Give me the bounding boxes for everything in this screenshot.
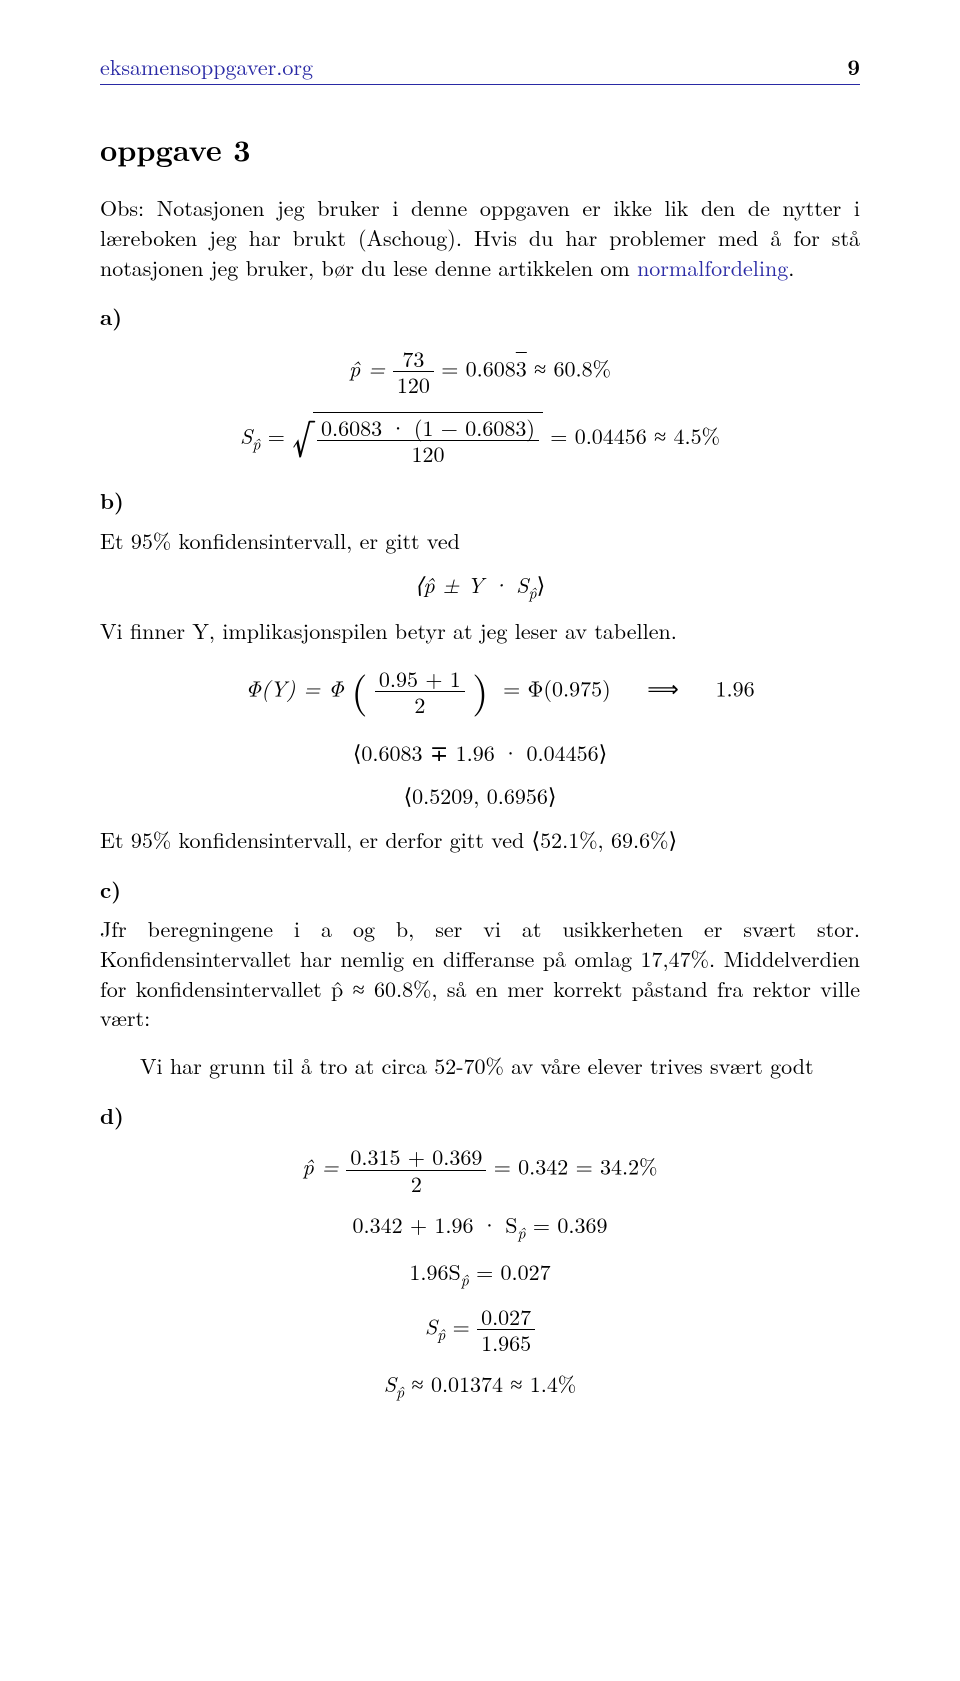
a-eq1-den: 120 bbox=[393, 372, 434, 397]
d-eq1-rhs: = 0.342 = 34.2% bbox=[494, 1151, 658, 1182]
page-header: eksamensoppgaver.org 9 bbox=[100, 52, 860, 85]
part-a-eq1: p̂ = 73 120 = 0.6083 ≈ 60.8% bbox=[100, 346, 860, 398]
b-eq3: ⟨0.6083 ∓ 1.96 · 0.04456⟩ bbox=[100, 738, 860, 768]
d-eq2-rhs: = 0.369 bbox=[526, 1209, 608, 1240]
d-eq3-body: 1.96S bbox=[409, 1256, 460, 1287]
d-eq4-mid: = bbox=[445, 1310, 477, 1341]
a-eq2-rhs: = 0.04456 ≈ 4.5% bbox=[550, 420, 720, 451]
a-eq1-lhs: p̂ = bbox=[349, 352, 393, 383]
oppgave-title: oppgave 3 bbox=[100, 129, 860, 170]
rparen-icon: ) bbox=[472, 660, 488, 719]
part-a-label: a) bbox=[100, 302, 860, 332]
b-eq3-body: ⟨0.6083 ∓ 1.96 · 0.04456⟩ bbox=[100, 738, 860, 768]
d-eq4-num: 0.027 bbox=[477, 1304, 535, 1330]
b-eq2: Φ(Y) = Φ ( 0.95 + 1 2 ) = Φ(0.975) ⟹ 1.9… bbox=[100, 660, 860, 724]
b-eq4-body: ⟨0.5209, 0.6956⟩ bbox=[100, 781, 860, 811]
a-eq2-mid: = bbox=[260, 420, 292, 451]
c-para: Jfr beregningene i a og b, ser vi at usi… bbox=[100, 914, 860, 1033]
b-eq1-end: ⟩ bbox=[537, 569, 546, 600]
lparen-icon: ( bbox=[351, 660, 367, 719]
part-d-label: d) bbox=[100, 1101, 860, 1131]
d-eq4-den: 1.965 bbox=[477, 1330, 535, 1355]
d-eq4-lhs: S bbox=[425, 1310, 437, 1341]
a-eq1-rhs: = 0.608 bbox=[441, 352, 516, 383]
d-eq3-rhs: = 0.027 bbox=[469, 1256, 551, 1287]
intro-paragraph: Obs: Notasjonen jeg bruker i denne oppga… bbox=[100, 193, 860, 282]
a-eq2-lhs: S bbox=[240, 420, 252, 451]
b-eq1: ⟨p̂ ± Y · Sp̂⟩ bbox=[100, 570, 860, 603]
b-line2: Vi finner Y, implikasjonspilen betyr at … bbox=[100, 616, 860, 646]
part-b-label: b) bbox=[100, 486, 860, 516]
b-eq2-rhs: = Φ(0.975) ⟹ 1.96 bbox=[496, 672, 755, 703]
d-eq1-lhs: p̂ = bbox=[303, 1151, 347, 1182]
b-eq2-frac: 0.95 + 1 2 bbox=[375, 666, 465, 718]
d-eq2-sub: p̂ bbox=[518, 1220, 526, 1243]
b-eq2-den: 2 bbox=[375, 692, 465, 717]
d-eq3-sub: p̂ bbox=[461, 1267, 469, 1290]
d-eq2: 0.342 + 1.96 · Sp̂ = 0.369 bbox=[100, 1210, 860, 1243]
d-eq4-frac: 0.027 1.965 bbox=[477, 1304, 535, 1356]
b-eq2-lhs: Φ(Y) = Φ bbox=[245, 672, 343, 703]
b-eq1-body: ⟨p̂ ± Y · S bbox=[415, 569, 529, 600]
d-eq5-lhs: S bbox=[384, 1368, 396, 1399]
part-c-label: c) bbox=[100, 875, 860, 905]
d-eq4: Sp̂ = 0.027 1.965 bbox=[100, 1304, 860, 1356]
normalfordeling-link[interactable]: normalfordeling bbox=[637, 252, 788, 283]
d-eq5: Sp̂ ≈ 0.01374 ≈ 1.4% bbox=[100, 1369, 860, 1402]
part-a-eq2: Sp̂ = √ 0.6083 · (1 − 0.6083) 120 = 0.04… bbox=[100, 412, 860, 467]
b-eq1-sub: p̂ bbox=[529, 580, 537, 603]
b-line1: Et 95% konfidensintervall, er gitt ved bbox=[100, 526, 860, 556]
d-eq1-num: 0.315 + 0.369 bbox=[346, 1144, 486, 1170]
d-eq1-den: 2 bbox=[346, 1171, 486, 1196]
a-eq2-sqrt-den: 120 bbox=[317, 441, 539, 466]
d-eq5-rhs: ≈ 0.01374 ≈ 1.4% bbox=[404, 1368, 576, 1399]
a-eq1-frac: 73 120 bbox=[393, 346, 434, 398]
sqrt-icon: √ bbox=[292, 416, 313, 471]
page: eksamensoppgaver.org 9 oppgave 3 Obs: No… bbox=[0, 0, 960, 1476]
site-link[interactable]: eksamensoppgaver.org bbox=[100, 52, 313, 82]
c-quote: Vi har grunn til å tro at circa 52-70% a… bbox=[140, 1051, 860, 1081]
d-eq2-body: 0.342 + 1.96 · S bbox=[353, 1209, 518, 1240]
d-eq1-frac: 0.315 + 0.369 2 bbox=[346, 1144, 486, 1196]
a-eq2-sqrt-num: 0.6083 · (1 − 0.6083) bbox=[317, 415, 539, 441]
intro-text-after: . bbox=[788, 252, 794, 283]
d-eq1: p̂ = 0.315 + 0.369 2 = 0.342 = 34.2% bbox=[100, 1144, 860, 1196]
a-eq1-bar: 3 bbox=[516, 352, 527, 383]
a-eq2-sqrt: √ 0.6083 · (1 − 0.6083) 120 bbox=[292, 412, 543, 467]
b-eq4: ⟨0.5209, 0.6956⟩ bbox=[100, 781, 860, 811]
b-line3: Et 95% konfidensintervall, er derfor git… bbox=[100, 825, 860, 855]
d-eq3: 1.96Sp̂ = 0.027 bbox=[100, 1257, 860, 1290]
d-eq5-sub: p̂ bbox=[396, 1380, 404, 1403]
a-eq1-approx: ≈ 60.8% bbox=[527, 352, 611, 383]
page-number: 9 bbox=[847, 52, 860, 82]
